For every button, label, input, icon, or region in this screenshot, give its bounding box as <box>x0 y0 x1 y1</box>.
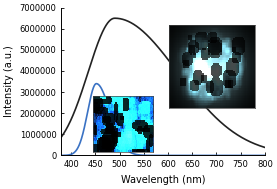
X-axis label: Wavelength (nm): Wavelength (nm) <box>121 175 206 185</box>
Y-axis label: Intensity (a.u.): Intensity (a.u.) <box>4 46 14 117</box>
